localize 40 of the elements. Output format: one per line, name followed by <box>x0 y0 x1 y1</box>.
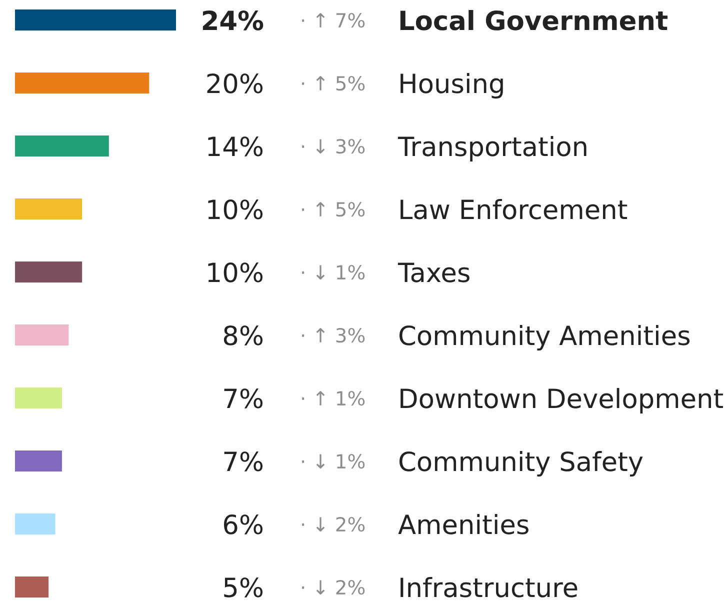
bar <box>15 262 82 282</box>
data-label: 7% <box>224 451 263 472</box>
y-tick-label: Downtown Development <box>400 388 723 414</box>
y-tick-label: Community Amenities <box>399 324 690 351</box>
text: · ↓ 1% <box>302 264 365 280</box>
text: · ↑ 1% <box>302 390 365 406</box>
text: · ↓ 2% <box>302 580 365 595</box>
y-tick-label: Local Government <box>400 10 668 30</box>
bar <box>15 576 49 598</box>
y-tick-label: Community Safety <box>399 450 643 477</box>
data-label: 8% <box>224 325 263 346</box>
data-label: 5% <box>224 577 263 598</box>
data-label: 24% <box>202 10 264 30</box>
y-tick-label: Transportation <box>398 136 586 162</box>
text: · ↑ 7% <box>302 12 365 28</box>
bar <box>15 514 56 534</box>
text: · ↑ 5% <box>302 76 365 91</box>
data-label: 10% <box>208 199 263 220</box>
data-label: 10% <box>208 262 263 282</box>
bar <box>15 136 109 156</box>
data-label: 7% <box>224 388 263 408</box>
data-label: 20% <box>207 73 263 94</box>
bar <box>15 388 62 408</box>
text: · ↓ 1% <box>302 454 365 469</box>
text: · ↑ 3% <box>302 328 365 343</box>
y-tick-label: Law Enforcement <box>400 198 628 220</box>
text: · ↑ 5% <box>302 202 365 217</box>
y-tick-label: Taxes <box>398 262 470 282</box>
data-label: 14% <box>208 136 263 156</box>
text: · ↓ 2% <box>302 516 365 532</box>
text: · ↓ 3% <box>302 138 365 154</box>
y-tick-label: Infrastructure <box>400 576 578 598</box>
data-label: 6% <box>224 514 263 534</box>
y-tick-label: Housing <box>400 72 503 99</box>
bar <box>15 450 62 472</box>
y-tick-label: Amenities <box>398 514 528 534</box>
bar <box>15 324 69 346</box>
bar <box>15 72 150 94</box>
bar <box>15 10 176 30</box>
bar <box>15 198 82 220</box>
